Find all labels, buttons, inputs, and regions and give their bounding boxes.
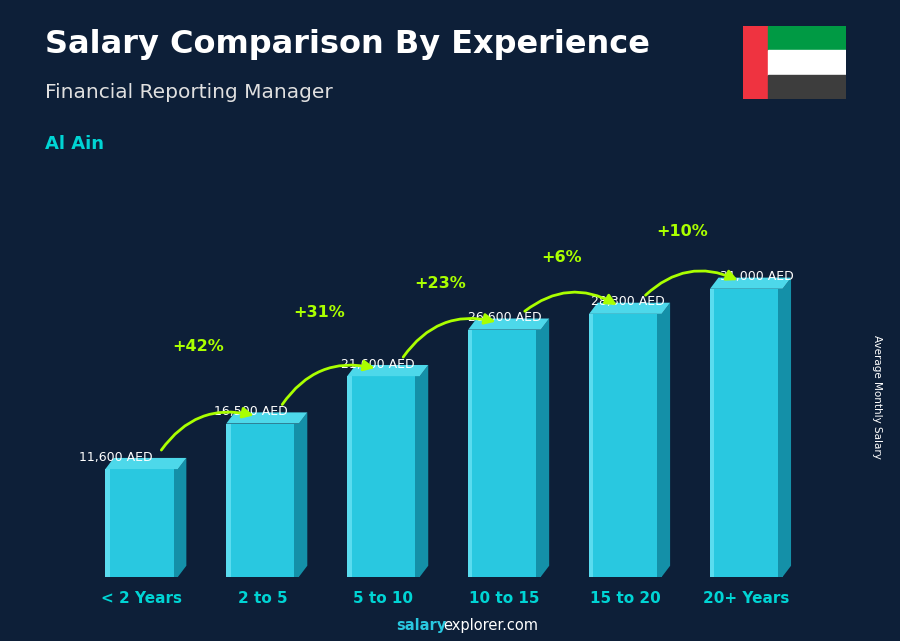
- Bar: [174, 469, 178, 577]
- Polygon shape: [783, 278, 791, 577]
- Polygon shape: [299, 412, 307, 577]
- Text: +23%: +23%: [414, 276, 466, 291]
- Text: Financial Reporting Manager: Financial Reporting Manager: [45, 83, 333, 103]
- Text: explorer.com: explorer.com: [443, 619, 538, 633]
- FancyArrowPatch shape: [403, 315, 492, 357]
- FancyArrowPatch shape: [161, 408, 251, 450]
- Bar: [590, 314, 593, 577]
- Polygon shape: [419, 365, 428, 577]
- Bar: [657, 314, 662, 577]
- Polygon shape: [347, 365, 428, 376]
- Text: +10%: +10%: [656, 224, 708, 238]
- Bar: [294, 424, 299, 577]
- Bar: [769, 75, 846, 99]
- Polygon shape: [710, 278, 791, 288]
- Bar: [105, 469, 178, 577]
- Bar: [416, 376, 419, 577]
- Text: 26,600 AED: 26,600 AED: [468, 311, 542, 324]
- Bar: [347, 376, 352, 577]
- Polygon shape: [468, 319, 549, 329]
- Bar: [468, 329, 541, 577]
- FancyArrowPatch shape: [283, 361, 372, 404]
- Bar: [468, 329, 472, 577]
- Text: +42%: +42%: [173, 339, 224, 354]
- Text: +6%: +6%: [541, 249, 581, 265]
- Text: salary: salary: [396, 619, 446, 633]
- Text: 28,300 AED: 28,300 AED: [591, 296, 665, 308]
- Bar: [226, 424, 230, 577]
- Polygon shape: [105, 458, 186, 469]
- FancyArrowPatch shape: [525, 292, 614, 312]
- Bar: [226, 424, 299, 577]
- Bar: [769, 26, 846, 50]
- Bar: [590, 314, 662, 577]
- Bar: [710, 288, 783, 577]
- Text: 31,000 AED: 31,000 AED: [720, 271, 794, 283]
- Text: 21,600 AED: 21,600 AED: [341, 358, 415, 370]
- Polygon shape: [178, 458, 186, 577]
- Text: Salary Comparison By Experience: Salary Comparison By Experience: [45, 29, 650, 60]
- FancyArrowPatch shape: [645, 271, 735, 296]
- Bar: [742, 26, 769, 99]
- Text: 16,500 AED: 16,500 AED: [214, 405, 288, 418]
- Polygon shape: [590, 303, 670, 314]
- Text: +31%: +31%: [293, 305, 346, 320]
- Bar: [778, 288, 783, 577]
- Bar: [710, 288, 715, 577]
- Text: Average Monthly Salary: Average Monthly Salary: [872, 335, 883, 460]
- Bar: [347, 376, 419, 577]
- Bar: [536, 329, 541, 577]
- Polygon shape: [662, 303, 670, 577]
- Bar: [105, 469, 110, 577]
- Text: Al Ain: Al Ain: [45, 135, 104, 153]
- Bar: [769, 50, 846, 75]
- Text: 11,600 AED: 11,600 AED: [78, 451, 152, 463]
- Polygon shape: [226, 412, 307, 424]
- Polygon shape: [541, 319, 549, 577]
